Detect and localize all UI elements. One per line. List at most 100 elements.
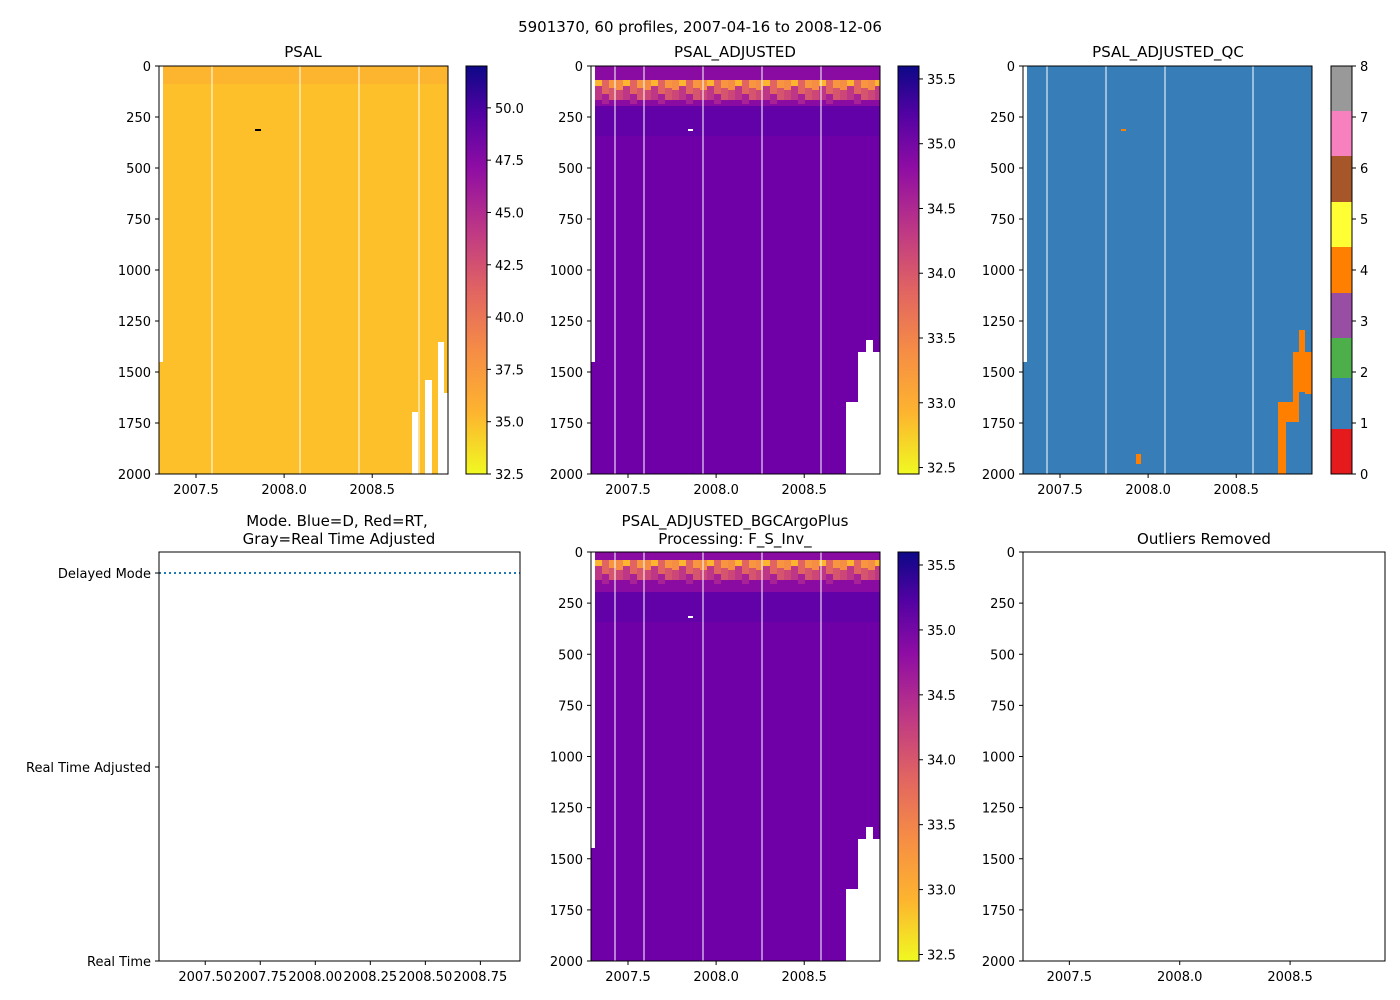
colorbar-tick-label: 33.0 bbox=[927, 884, 956, 899]
qc-flag-4 bbox=[1278, 402, 1286, 474]
panel-title-line1: PSAL_ADJUSTED_BGCArgoPlus bbox=[622, 512, 849, 531]
y-tick-label: 1250 bbox=[118, 315, 151, 330]
y-tick-label: 500 bbox=[990, 648, 1015, 663]
colorbar-tick-label: 32.5 bbox=[495, 468, 524, 483]
axes-frame bbox=[1022, 551, 1386, 962]
y-tick-label: 2000 bbox=[982, 468, 1015, 483]
missing-data bbox=[858, 352, 866, 474]
x-tick-label: 2007.5 bbox=[605, 483, 651, 498]
panel-title: PSAL_ADJUSTED bbox=[674, 43, 796, 62]
panel-psal-bgc: PSAL_ADJUSTED_BGCArgoPlus Processing: F_… bbox=[550, 512, 956, 985]
y-tick-label: 1500 bbox=[982, 366, 1015, 381]
heatmap-area bbox=[159, 66, 448, 474]
figure-suptitle: 5901370, 60 profiles, 2007-04-16 to 2008… bbox=[518, 18, 882, 36]
colorbar-tick-label: 34.5 bbox=[927, 202, 956, 217]
qc-color-6 bbox=[1331, 156, 1352, 202]
missing-data bbox=[412, 412, 418, 474]
y-tick-label: 2000 bbox=[550, 955, 583, 970]
heatmap-area bbox=[591, 552, 880, 961]
colorbar-tick-label: 40.0 bbox=[495, 311, 524, 326]
y-tick-label: 1750 bbox=[982, 904, 1015, 919]
colorbar-tick-label: 32.5 bbox=[927, 949, 956, 964]
x-tick-label: 2008.0 bbox=[261, 483, 307, 498]
x-tick-label: 2007.50 bbox=[178, 970, 232, 985]
y-tick-label: 1750 bbox=[550, 417, 583, 432]
colorbar-tick-label: 2 bbox=[1360, 366, 1368, 381]
y-tick-label: 1500 bbox=[550, 366, 583, 381]
heatmap-surface bbox=[591, 552, 880, 592]
x-tick-label: 2007.5 bbox=[605, 970, 651, 985]
qc-color-8 bbox=[1331, 66, 1352, 111]
colorbar-tick-label: 37.5 bbox=[495, 363, 524, 378]
panel-psal-adjusted: PSAL_ADJUSTED 0 250 500 750 1000 1250 1500 1750… bbox=[550, 43, 956, 498]
panel-outliers: Outliers Removed 0 250 500 750 1000 1250 1500 1… bbox=[982, 530, 1386, 985]
colorbar bbox=[465, 65, 488, 475]
x-tick-label: 2008.0 bbox=[693, 970, 739, 985]
panel-title: PSAL_ADJUSTED_QC bbox=[1092, 43, 1244, 62]
colorbar bbox=[897, 65, 920, 475]
missing-data bbox=[444, 393, 448, 474]
colorbar-tick-label: 0 bbox=[1360, 468, 1368, 483]
heatmap-area bbox=[591, 66, 880, 474]
x-tick-label: 2008.75 bbox=[453, 970, 507, 985]
colorbar-tick-label: 35.0 bbox=[495, 416, 524, 431]
y-tick-label: 1250 bbox=[982, 802, 1015, 817]
missing-data bbox=[688, 129, 693, 131]
missing-data bbox=[591, 552, 595, 848]
y-tick-label: 1500 bbox=[550, 853, 583, 868]
heatmap-thermocline bbox=[591, 592, 880, 622]
y-tick-label: 1750 bbox=[118, 417, 151, 432]
qc-color-5 bbox=[1331, 202, 1352, 247]
missing-data bbox=[846, 402, 858, 474]
qc-flag-4 bbox=[1305, 352, 1312, 394]
heatmap-surface bbox=[591, 66, 880, 106]
heatmap-body bbox=[159, 66, 448, 474]
colorbar-tick-label: 34.0 bbox=[927, 754, 956, 769]
y-tick-label: 1500 bbox=[118, 366, 151, 381]
qc-flag-4 bbox=[1121, 129, 1126, 131]
y-tick-label: Delayed Mode bbox=[58, 567, 151, 582]
y-tick-label: 2000 bbox=[982, 955, 1015, 970]
y-tick-label: 250 bbox=[558, 111, 583, 126]
y-tick-label: 1250 bbox=[550, 315, 583, 330]
y-tick-label: Real Time Adjusted bbox=[26, 761, 151, 776]
heatmap-surface bbox=[159, 66, 448, 84]
y-tick-label: 0 bbox=[1007, 546, 1015, 561]
colorbar-tick-label: 50.0 bbox=[495, 102, 524, 117]
colorbar-tick-label: 5 bbox=[1360, 213, 1368, 228]
panel-title: Outliers Removed bbox=[1137, 530, 1271, 548]
x-tick-label: 2008.0 bbox=[693, 483, 739, 498]
missing-data bbox=[846, 889, 858, 961]
y-tick-label: 500 bbox=[126, 162, 151, 177]
colorbar bbox=[1330, 65, 1353, 475]
colorbar-tick-label: 35.5 bbox=[927, 559, 956, 574]
x-tick-label: 2008.0 bbox=[1125, 483, 1171, 498]
panel-psal-adjusted-qc: PSAL_ADJUSTED_QC 02505007501000125015001… bbox=[982, 43, 1368, 498]
panel-title: PSAL bbox=[284, 43, 322, 61]
x-tick-label: 2008.00 bbox=[288, 970, 342, 985]
heatmap-body bbox=[1023, 66, 1312, 474]
y-tick-label: 2000 bbox=[550, 468, 583, 483]
y-tick-label: 750 bbox=[990, 699, 1015, 714]
panel-mode: Mode. Blue=D, Red=RT, Gray=Real Time Adj… bbox=[26, 512, 521, 985]
x-tick-label: 2008.5 bbox=[781, 483, 827, 498]
colorbar-tick-label: 35.5 bbox=[927, 73, 956, 88]
x-tick-label: 2008.0 bbox=[1157, 970, 1203, 985]
y-tick-label: 750 bbox=[558, 699, 583, 714]
y-tick-label: 0 bbox=[143, 60, 151, 75]
colorbar-tick-label: 35.0 bbox=[927, 624, 956, 639]
panel-title-line2: Processing: F_S_Inv_ bbox=[658, 530, 812, 549]
y-tick-label: 1500 bbox=[982, 853, 1015, 868]
y-tick-label: 750 bbox=[126, 213, 151, 228]
panel-psal: PSAL 0 250 500 750 1000 1250 1500 1750 2000 2007… bbox=[118, 43, 524, 498]
panel-title-line2: Gray=Real Time Adjusted bbox=[243, 530, 436, 548]
colorbar-tick-label: 7 bbox=[1360, 111, 1368, 126]
colorbar-tick-label: 33.5 bbox=[927, 332, 956, 347]
y-tick-label: 750 bbox=[558, 213, 583, 228]
heatmap-area bbox=[1023, 66, 1312, 474]
missing-data bbox=[688, 616, 693, 618]
y-tick-label: 0 bbox=[575, 60, 583, 75]
y-tick-label: 750 bbox=[990, 213, 1015, 228]
y-tick-label: 1750 bbox=[982, 417, 1015, 432]
